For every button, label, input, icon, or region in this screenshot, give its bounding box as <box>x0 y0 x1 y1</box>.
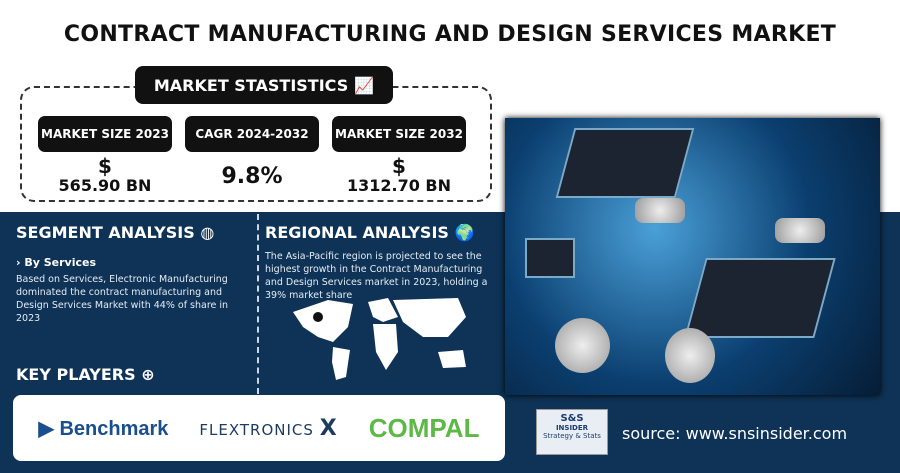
key-players-heading: KEY PLAYERS ⊕ <box>16 365 155 384</box>
segment-text: Based on Services, Electronic Manufactur… <box>16 274 229 324</box>
regional-heading-label: REGIONAL ANALYSIS <box>265 223 449 242</box>
circuit-board-image <box>505 118 880 395</box>
benchmark-logo: ▶ Benchmark <box>38 417 169 440</box>
segment-heading: SEGMENT ANALYSIS ◍ <box>16 223 214 242</box>
value-2032: 1312.70 BN <box>346 176 452 195</box>
stat-label-cagr: CAGR 2024-2032 <box>185 116 319 152</box>
logo-line2: INSIDER <box>555 424 589 432</box>
stat-label-2023: MARKET SIZE 2023 <box>38 116 172 152</box>
key-players-heading-label: KEY PLAYERS <box>16 365 136 384</box>
benchmark-label: Benchmark <box>59 417 169 440</box>
stats-heading-label: MARKET STASTISTICS <box>153 75 349 95</box>
globe-pin-icon: 🌍 <box>454 223 475 242</box>
chart-growth-icon: 📈 <box>354 75 375 95</box>
regional-text: The Asia-Pacific region is projected to … <box>265 251 488 301</box>
page-title: CONTRACT MANUFACTURING AND DESIGN SERVIC… <box>63 22 837 47</box>
segment-sub: › By Services <box>16 256 97 269</box>
segment-heading-label: SEGMENT ANALYSIS <box>16 223 195 242</box>
logo-line3: Strategy & Stats <box>543 432 601 440</box>
flextronics-logo: FLEXTRONICS X <box>199 415 338 441</box>
source-text: source: www.snsinsider.com <box>622 424 848 443</box>
handshake-icon: ⊕ <box>141 365 155 384</box>
stat-label-2032: MARKET SIZE 2032 <box>332 116 466 152</box>
currency-2023: $ <box>98 154 112 178</box>
value-cagr: 9.8% <box>221 164 283 189</box>
regional-heading: REGIONAL ANALYSIS 🌍 <box>265 223 474 242</box>
pie-chart-icon: ◍ <box>200 223 215 242</box>
sns-insider-logo: S&S INSIDER Strategy & Stats <box>536 409 608 455</box>
logo-line1: S&S <box>560 413 584 424</box>
world-map-icon <box>293 298 466 380</box>
value-2023: 565.90 BN <box>58 176 152 195</box>
currency-2032: $ <box>392 154 406 178</box>
stats-heading: MARKET STASTISTICS 📈 <box>135 66 393 104</box>
divider <box>257 214 259 394</box>
key-players-panel: ▶ Benchmark FLEXTRONICS X COMPAL <box>13 395 505 461</box>
flextronics-label: FLEXTRONICS <box>199 420 314 439</box>
compal-logo: COMPAL <box>368 412 480 443</box>
